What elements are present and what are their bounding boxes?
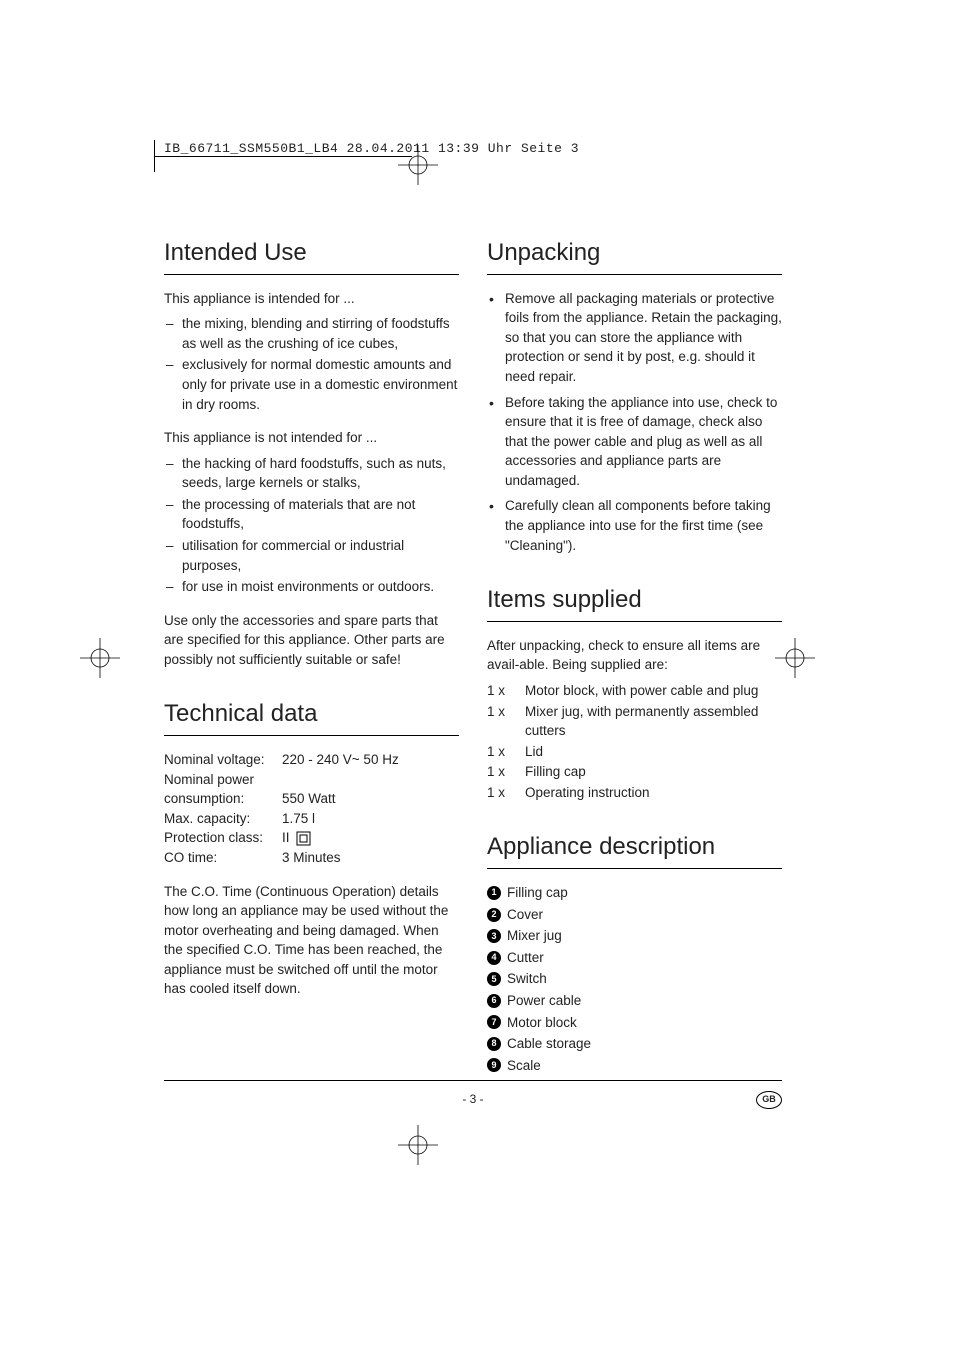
spec-label: Protection class: (164, 828, 282, 848)
spec-row: CO time: 3 Minutes (164, 848, 459, 868)
registration-mark-top (398, 145, 438, 185)
part-item: 4 Cutter (487, 948, 782, 968)
part-item: 7 Motor block (487, 1013, 782, 1033)
spec-value: II (282, 828, 311, 848)
part-item: 9 Scale (487, 1056, 782, 1076)
not-intended-list: the hacking of hard foodstuffs, such as … (164, 454, 459, 597)
part-label: Mixer jug (507, 926, 562, 946)
number-bullet-icon: 6 (487, 994, 501, 1008)
print-header: IB_66711_SSM550B1_LB4 28.04.2011 13:39 U… (164, 140, 579, 159)
supplied-row: 1 xMotor block, with power cable and plu… (487, 681, 782, 701)
list-item: Carefully clean all components before ta… (505, 496, 782, 555)
heading-items-supplied: Items supplied (487, 583, 782, 622)
supplied-qty: 1 x (487, 681, 525, 701)
intended-for-list: the mixing, blending and stirring of foo… (164, 314, 459, 414)
items-supplied-list: 1 xMotor block, with power cable and plu… (487, 681, 782, 802)
list-item: the mixing, blending and stirring of foo… (182, 314, 459, 353)
not-intended-intro: This appliance is not intended for ... (164, 428, 459, 448)
part-item: 1 Filling cap (487, 883, 782, 903)
spec-row: consumption: 550 Watt (164, 789, 459, 809)
page-number: - 3 - (214, 1091, 732, 1108)
supplied-row: 1 xMixer jug, with permanently assembled… (487, 702, 782, 741)
heading-technical-data: Technical data (164, 697, 459, 736)
supplied-row: 1 xOperating instruction (487, 783, 782, 803)
part-label: Scale (507, 1056, 541, 1076)
part-label: Motor block (507, 1013, 577, 1033)
supplied-qty: 1 x (487, 742, 525, 762)
number-bullet-icon: 7 (487, 1015, 501, 1029)
left-column: Intended Use This appliance is intended … (164, 236, 459, 1077)
items-supplied-intro: After unpacking, check to ensure all ite… (487, 636, 782, 675)
list-item: Before taking the appliance into use, ch… (505, 393, 782, 491)
spec-label: Nominal voltage: (164, 750, 282, 770)
supplied-item: Lid (525, 742, 543, 762)
co-time-note: The C.O. Time (Continuous Operation) det… (164, 882, 459, 999)
supplied-qty: 1 x (487, 702, 525, 741)
number-bullet-icon: 3 (487, 929, 501, 943)
supplied-item: Mixer jug, with permanently assembled cu… (525, 702, 782, 741)
supplied-row: 1 xFilling cap (487, 762, 782, 782)
spec-value: 1.75 l (282, 809, 315, 829)
spec-value: 3 Minutes (282, 848, 341, 868)
spec-row: Nominal voltage: 220 - 240 V~ 50 Hz (164, 750, 459, 770)
number-bullet-icon: 1 (487, 886, 501, 900)
spec-value: 220 - 240 V~ 50 Hz (282, 750, 399, 770)
part-label: Switch (507, 969, 547, 989)
supplied-item: Motor block, with power cable and plug (525, 681, 758, 701)
number-bullet-icon: 5 (487, 972, 501, 986)
spec-row: Nominal power (164, 770, 459, 790)
part-item: 8 Cable storage (487, 1034, 782, 1054)
spec-label: Max. capacity: (164, 809, 282, 829)
part-label: Cable storage (507, 1034, 591, 1054)
page-body: Intended Use This appliance is intended … (164, 236, 782, 1077)
part-item: 6 Power cable (487, 991, 782, 1011)
list-item: the hacking of hard foodstuffs, such as … (182, 454, 459, 493)
list-item: for use in moist environments or outdoor… (182, 577, 459, 597)
spec-label: consumption: (164, 789, 282, 809)
supplied-qty: 1 x (487, 783, 525, 803)
unpacking-list: Remove all packaging materials or protec… (487, 289, 782, 555)
heading-intended-use: Intended Use (164, 236, 459, 275)
number-bullet-icon: 2 (487, 908, 501, 922)
appliance-parts-list: 1 Filling cap 2 Cover 3 Mixer jug 4 Cutter 5… (487, 883, 782, 1075)
list-item: the processing of materials that are not… (182, 495, 459, 534)
spec-row: Protection class: II (164, 828, 459, 848)
part-label: Cover (507, 905, 543, 925)
heading-unpacking: Unpacking (487, 236, 782, 275)
region-badge: GB (756, 1091, 782, 1109)
spec-value: 550 Watt (282, 789, 336, 809)
part-label: Power cable (507, 991, 581, 1011)
spec-row: Max. capacity: 1.75 l (164, 809, 459, 829)
number-bullet-icon: 9 (487, 1058, 501, 1072)
list-item: Remove all packaging materials or protec… (505, 289, 782, 387)
list-item: utilisation for commercial or industrial… (182, 536, 459, 575)
part-item: 2 Cover (487, 905, 782, 925)
supplied-item: Filling cap (525, 762, 586, 782)
part-item: 3 Mixer jug (487, 926, 782, 946)
spec-label: CO time: (164, 848, 282, 868)
part-label: Cutter (507, 948, 544, 968)
supplied-item: Operating instruction (525, 783, 650, 803)
number-bullet-icon: 8 (487, 1037, 501, 1051)
supplied-row: 1 xLid (487, 742, 782, 762)
heading-appliance-description: Appliance description (487, 830, 782, 869)
spec-label: Nominal power (164, 770, 282, 790)
registration-mark-left (80, 638, 120, 678)
part-item: 5 Switch (487, 969, 782, 989)
intended-for-intro: This appliance is intended for ... (164, 289, 459, 309)
spec-table: Nominal voltage: 220 - 240 V~ 50 Hz Nomi… (164, 750, 459, 867)
intended-use-closing: Use only the accessories and spare parts… (164, 611, 459, 670)
part-label: Filling cap (507, 883, 568, 903)
class2-insulation-icon (296, 831, 311, 846)
spec-value-text: II (282, 828, 290, 848)
supplied-qty: 1 x (487, 762, 525, 782)
list-item: exclusively for normal domestic amounts … (182, 355, 459, 414)
number-bullet-icon: 4 (487, 951, 501, 965)
footer-right: GB (732, 1091, 782, 1109)
right-column: Unpacking Remove all packaging materials… (487, 236, 782, 1077)
page-footer: - 3 - GB (164, 1080, 782, 1109)
registration-mark-bottom (398, 1125, 438, 1165)
